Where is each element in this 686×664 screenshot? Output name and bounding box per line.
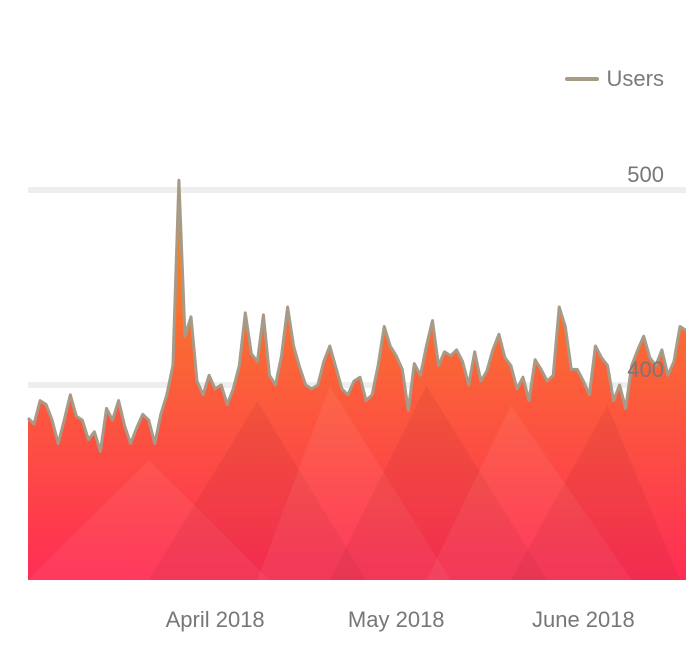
x-tick-label-0: April 2018 (166, 607, 265, 632)
area-facet-0 (28, 460, 270, 580)
area-facet-2 (257, 386, 451, 580)
area-facet-1 (148, 401, 367, 580)
x-axis-ticks: April 2018 May 2018 June 2018 (166, 607, 635, 632)
y-tick-label-500: 500 (627, 162, 664, 187)
series-users-line (26, 178, 686, 453)
area-facet-4 (426, 405, 632, 580)
series-users-area (26, 178, 686, 581)
y-tick-label-400: 400 (627, 357, 664, 382)
legend: Users (564, 66, 664, 92)
gridlines (28, 187, 686, 388)
area-facet-5 (510, 405, 680, 580)
y-axis-ticks: 400 500 (627, 162, 664, 382)
legend-label-users: Users (606, 66, 664, 91)
area-facet-3 (329, 386, 548, 580)
x-tick-label-2: June 2018 (532, 607, 635, 632)
legend-swatch-users (564, 77, 599, 81)
x-tick-label-1: May 2018 (348, 607, 445, 632)
